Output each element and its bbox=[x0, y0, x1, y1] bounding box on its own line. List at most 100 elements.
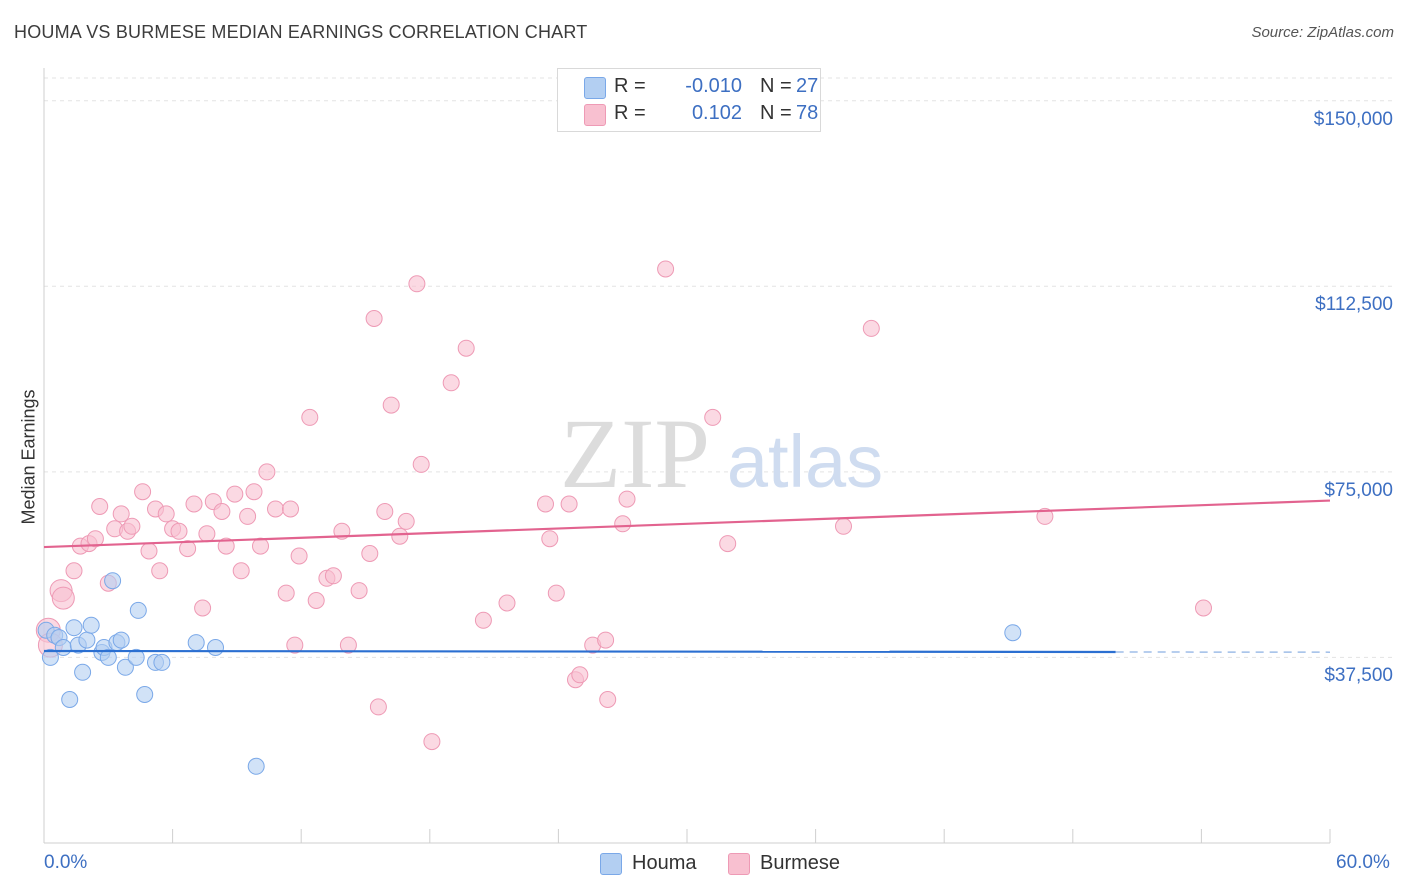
point-burmese bbox=[157, 505, 175, 523]
point-burmese bbox=[599, 691, 617, 708]
x-tick-label-min: 0.0% bbox=[44, 852, 88, 873]
legend-r-value: -0.010 bbox=[685, 75, 742, 97]
axis-layer bbox=[43, 68, 1331, 844]
point-burmese bbox=[350, 582, 368, 600]
point-burmese bbox=[862, 319, 880, 337]
point-burmese bbox=[361, 545, 379, 562]
point-burmese bbox=[571, 666, 589, 684]
watermark: ZIP atlas bbox=[560, 398, 883, 509]
point-burmese bbox=[277, 584, 295, 602]
y-tick-label: $112,500 bbox=[1315, 294, 1393, 316]
point-burmese bbox=[391, 527, 409, 545]
point-houma bbox=[153, 653, 171, 671]
trend-line-burmese bbox=[43, 499, 1331, 549]
point-burmese bbox=[258, 463, 276, 481]
point-houma bbox=[1004, 624, 1022, 642]
point-burmese bbox=[547, 584, 565, 602]
point-burmese bbox=[170, 522, 188, 540]
bottom-legend-label-burmese: Burmese bbox=[760, 852, 841, 874]
point-burmese bbox=[835, 517, 852, 535]
point-burmese bbox=[185, 495, 203, 513]
point-burmese bbox=[301, 408, 319, 426]
point-burmese bbox=[91, 498, 109, 515]
chart-title: HOUMA VS BURMESE MEDIAN EARNINGS CORRELA… bbox=[14, 22, 588, 42]
point-burmese bbox=[290, 547, 308, 565]
watermark-zip: ZIP bbox=[560, 398, 710, 509]
point-burmese bbox=[474, 611, 492, 629]
point-houma bbox=[65, 619, 83, 637]
point-burmese bbox=[307, 592, 325, 609]
point-houma bbox=[129, 601, 147, 619]
bottom-legend-label-houma: Houma bbox=[632, 852, 697, 874]
point-houma bbox=[78, 631, 96, 649]
point-houma bbox=[54, 639, 72, 656]
legend-r-label: R = bbox=[614, 102, 646, 124]
point-burmese bbox=[134, 483, 152, 501]
point-houma bbox=[41, 648, 59, 666]
point-burmese bbox=[412, 455, 430, 473]
point-houma bbox=[207, 639, 224, 656]
legend-n-value: 27 bbox=[796, 75, 819, 97]
point-burmese bbox=[123, 517, 141, 535]
point-burmese bbox=[618, 490, 636, 508]
correlation-legend: R = -0.010 N = 27 R = 0.102 N = 78 bbox=[557, 68, 821, 132]
point-burmese bbox=[239, 507, 257, 525]
point-burmese bbox=[657, 260, 675, 278]
point-houma bbox=[61, 691, 79, 708]
legend-n-label: N = bbox=[760, 102, 792, 124]
point-houma bbox=[112, 631, 130, 649]
point-burmese bbox=[1036, 507, 1054, 525]
legend-swatch-houma bbox=[584, 77, 606, 99]
point-houma bbox=[99, 648, 117, 666]
point-burmese bbox=[194, 599, 212, 617]
point-houma bbox=[74, 663, 92, 681]
point-burmese bbox=[282, 500, 299, 518]
source-label: Source: ZipAtlas.com bbox=[1251, 24, 1394, 41]
point-burmese bbox=[286, 636, 304, 654]
legend-n-label: N = bbox=[760, 75, 792, 97]
bottom-legend-swatch-houma bbox=[600, 853, 622, 875]
point-burmese bbox=[51, 586, 75, 610]
point-burmese bbox=[442, 374, 460, 392]
point-burmese bbox=[151, 562, 169, 580]
point-houma bbox=[127, 648, 145, 666]
point-burmese bbox=[267, 500, 284, 518]
legend-n-value: 78 bbox=[796, 102, 819, 124]
point-burmese bbox=[226, 485, 244, 503]
point-burmese bbox=[217, 537, 235, 555]
point-burmese bbox=[614, 515, 632, 533]
point-burmese bbox=[597, 631, 615, 649]
point-burmese bbox=[719, 535, 737, 553]
point-burmese bbox=[408, 275, 426, 293]
legend-r-value: 0.102 bbox=[691, 102, 742, 124]
points-layer bbox=[35, 260, 1212, 775]
point-burmese bbox=[198, 525, 216, 543]
y-tick-label: $37,500 bbox=[1324, 665, 1393, 687]
point-burmese bbox=[112, 505, 130, 523]
point-houma bbox=[136, 686, 154, 703]
point-burmese bbox=[179, 540, 197, 558]
point-burmese bbox=[498, 594, 516, 612]
point-houma bbox=[82, 616, 100, 634]
point-burmese bbox=[382, 396, 400, 414]
point-burmese bbox=[252, 537, 269, 555]
point-houma bbox=[104, 572, 122, 590]
point-burmese bbox=[376, 503, 394, 520]
trend-line-houma bbox=[43, 649, 1116, 654]
point-burmese bbox=[541, 530, 559, 548]
y-axis-title: Median Earnings bbox=[18, 389, 39, 525]
y-tick-label: $75,000 bbox=[1324, 479, 1393, 501]
point-burmese bbox=[245, 483, 263, 501]
point-burmese bbox=[369, 698, 387, 716]
point-burmese bbox=[537, 495, 554, 513]
legend-r-label: R = bbox=[614, 75, 646, 97]
point-burmese bbox=[232, 562, 250, 580]
point-houma bbox=[116, 658, 134, 676]
point-burmese bbox=[324, 567, 342, 585]
point-burmese bbox=[65, 562, 83, 580]
point-burmese bbox=[339, 636, 357, 654]
point-burmese bbox=[213, 503, 231, 520]
trend-layer bbox=[43, 499, 1331, 654]
point-burmese bbox=[397, 512, 415, 530]
point-burmese bbox=[1195, 599, 1212, 617]
